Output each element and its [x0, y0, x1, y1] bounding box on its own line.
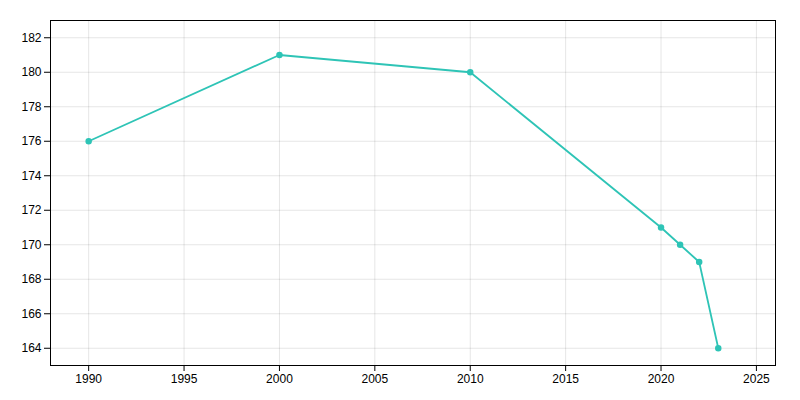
svg-text:2005: 2005: [361, 372, 388, 386]
svg-text:180: 180: [21, 65, 41, 79]
svg-text:182: 182: [21, 31, 41, 45]
svg-text:1990: 1990: [75, 372, 102, 386]
svg-text:170: 170: [21, 238, 41, 252]
svg-text:1995: 1995: [171, 372, 198, 386]
svg-text:2020: 2020: [648, 372, 675, 386]
svg-text:168: 168: [21, 272, 41, 286]
svg-text:172: 172: [21, 203, 41, 217]
svg-text:166: 166: [21, 307, 41, 321]
svg-text:2010: 2010: [457, 372, 484, 386]
svg-text:2015: 2015: [552, 372, 579, 386]
svg-text:2025: 2025: [743, 372, 770, 386]
svg-text:2000: 2000: [266, 372, 293, 386]
svg-text:164: 164: [21, 341, 41, 355]
svg-text:176: 176: [21, 134, 41, 148]
svg-text:174: 174: [21, 169, 41, 183]
svg-text:178: 178: [21, 100, 41, 114]
